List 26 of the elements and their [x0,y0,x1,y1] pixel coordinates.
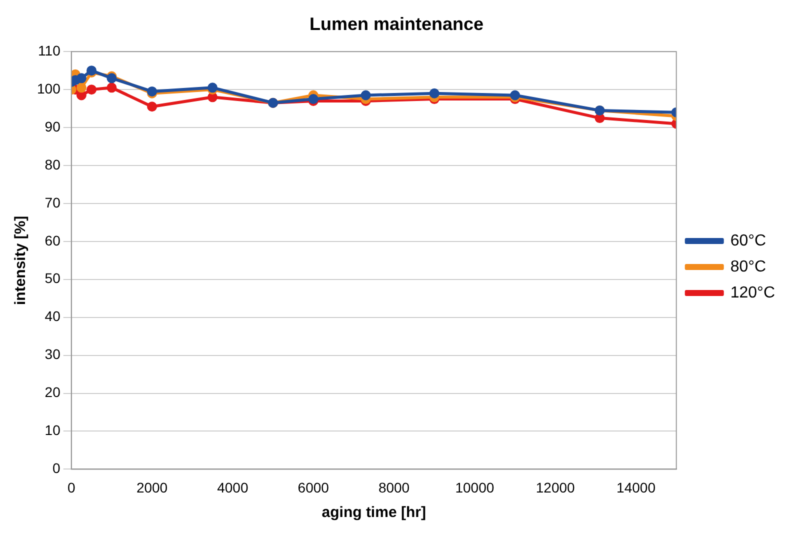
y-tick-label: 70 [44,194,61,210]
x-tick-label: 8000 [378,479,410,496]
x-tick-label: 2000 [136,479,168,496]
y-tick-label: 10 [44,422,61,438]
y-tick-label: 50 [44,270,61,286]
x-tick-label: 4000 [217,479,248,496]
y-tick-label: 100 [37,80,61,96]
y-axis-title: intensity [%] [12,216,30,305]
y-tick-label: 40 [44,308,61,324]
x-tick-label: 6000 [298,479,330,496]
y-tick-label: 0 [52,460,61,476]
y-tick-label: 20 [44,384,61,400]
x-tick-label: 14000 [616,479,656,496]
legend-label: 80°C [730,258,766,276]
x-tick-label: 10000 [455,479,494,496]
x-tick-label: 0 [67,479,76,496]
x-axis-title: aging time [hr] [322,504,426,522]
y-tick-label: 60 [44,232,61,248]
x-tick-label: 12000 [536,479,576,496]
legend-label: 60°C [730,232,766,250]
y-tick-label: 90 [44,118,61,134]
chart-title: Lumen maintenance [309,14,484,34]
legend-label: 120°C [730,284,776,302]
y-tick-label: 110 [38,42,61,58]
y-tick-label: 30 [44,346,61,362]
y-tick-label: 80 [44,156,61,172]
